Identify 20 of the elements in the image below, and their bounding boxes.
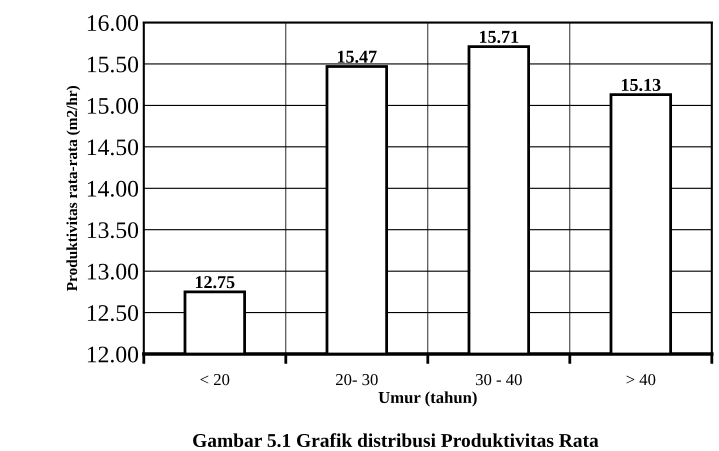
y-tick-label: 12.00 <box>88 346 138 363</box>
x-tick-label: < 20 <box>200 374 230 386</box>
y-axis-title: Produktivitas rata-rata (m2/hr) <box>66 86 80 291</box>
y-tick-label: 16.00 <box>88 15 138 32</box>
y-tick-label: 15.50 <box>88 56 138 73</box>
data-label: 12.75 <box>196 276 234 288</box>
y-tick-label: 14.50 <box>88 139 138 156</box>
x-tick-label: 20- 30 <box>336 374 378 386</box>
x-tick-label: > 40 <box>626 374 656 386</box>
x-tick-label: 30 - 40 <box>476 374 522 386</box>
y-tick-label: 14.00 <box>88 180 138 197</box>
y-tick-label: 15.00 <box>88 98 138 114</box>
y-tick-label: 13.00 <box>88 264 138 280</box>
data-label: 15.47 <box>338 50 377 63</box>
text: Gambar 5.1 Grafik distribusi Produktivitas Rata <box>193 433 598 448</box>
data-label: 15.71 <box>480 30 518 43</box>
y-tick-label: 13.50 <box>88 222 138 238</box>
data-label: 15.13 <box>622 78 661 92</box>
y-tick-label: 12.50 <box>88 305 138 322</box>
x-axis-title: Umur (tahun) <box>378 391 477 406</box>
